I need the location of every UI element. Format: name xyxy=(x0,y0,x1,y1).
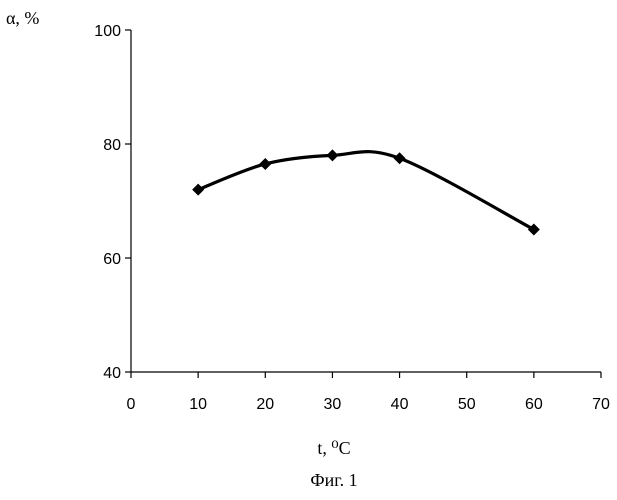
y-tick-label: 80 xyxy=(103,137,121,154)
x-tick-label: 20 xyxy=(256,396,274,413)
y-axis-label: α, % xyxy=(6,8,39,28)
x-tick-label: 40 xyxy=(391,396,409,413)
x-axis-ticks: 0 10 20 30 40 50 60 70 xyxy=(127,372,610,413)
y-tick-label: 60 xyxy=(103,251,121,268)
data-point-marker xyxy=(394,152,406,164)
data-point-marker xyxy=(528,224,540,236)
chart-axes xyxy=(131,30,601,372)
x-tick-label: 30 xyxy=(324,396,342,413)
series-line xyxy=(198,152,534,230)
x-tick-label: 50 xyxy=(458,396,476,413)
x-axis-label: t, ⁰C xyxy=(317,438,350,458)
series-layer xyxy=(198,152,534,230)
x-tick-label: 60 xyxy=(525,396,543,413)
data-point-marker xyxy=(192,184,204,196)
data-points xyxy=(192,149,540,235)
x-tick-label: 10 xyxy=(189,396,207,413)
data-point-marker xyxy=(326,149,338,161)
data-point-marker xyxy=(259,158,271,170)
figure-caption: Фиг. 1 xyxy=(310,470,357,490)
y-axis-ticks: 40 60 80 100 xyxy=(94,23,131,382)
y-tick-label: 100 xyxy=(94,23,121,40)
y-tick-label: 40 xyxy=(103,365,121,382)
x-tick-label: 0 xyxy=(127,396,136,413)
x-tick-label: 70 xyxy=(592,396,610,413)
